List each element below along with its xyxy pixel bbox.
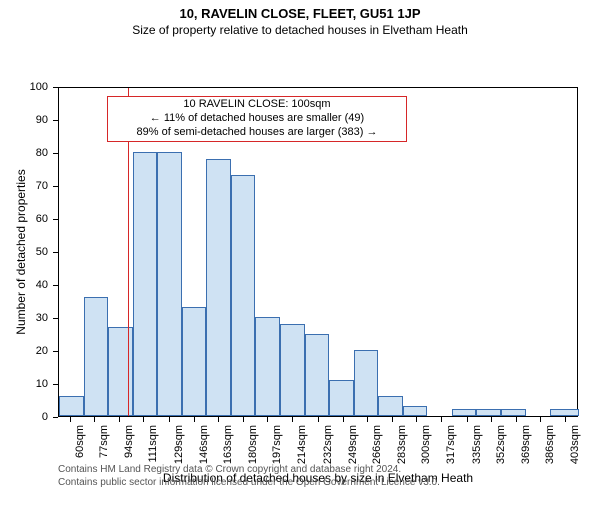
histogram-bar	[182, 307, 207, 416]
y-tick-mark	[53, 87, 58, 88]
x-tick-mark	[143, 417, 144, 422]
chart-title-line2: Size of property relative to detached ho…	[0, 23, 600, 37]
x-tick-label: 317sqm	[445, 425, 457, 475]
y-tick-mark	[53, 153, 58, 154]
x-tick-mark	[267, 417, 268, 422]
x-tick-mark	[70, 417, 71, 422]
x-tick-mark	[392, 417, 393, 422]
x-tick-mark	[318, 417, 319, 422]
y-tick-label: 60	[0, 213, 48, 225]
y-tick-label: 50	[0, 246, 48, 258]
y-tick-label: 90	[0, 114, 48, 126]
plot-region: 10 RAVELIN CLOSE: 100sqm← 11% of detache…	[58, 87, 578, 417]
y-tick-label: 70	[0, 180, 48, 192]
x-tick-mark	[367, 417, 368, 422]
x-tick-mark	[194, 417, 195, 422]
x-tick-mark	[416, 417, 417, 422]
y-tick-label: 100	[0, 81, 48, 93]
footer-line-2: Contains public sector information licen…	[58, 477, 440, 490]
x-tick-label: 386sqm	[544, 425, 556, 475]
histogram-bar	[84, 297, 109, 416]
histogram-bar	[354, 350, 379, 416]
chart-title-line1: 10, RAVELIN CLOSE, FLEET, GU51 1JP	[0, 6, 600, 21]
histogram-bar	[157, 152, 182, 416]
x-tick-mark	[119, 417, 120, 422]
y-tick-label: 20	[0, 345, 48, 357]
annotation-line: 89% of semi-detached houses are larger (…	[112, 126, 402, 140]
annotation-line: ← 11% of detached houses are smaller (49…	[112, 112, 402, 126]
x-tick-label: 352sqm	[495, 425, 507, 475]
y-tick-label: 30	[0, 312, 48, 324]
y-tick-mark	[53, 219, 58, 220]
x-tick-mark	[467, 417, 468, 422]
x-tick-mark	[169, 417, 170, 422]
histogram-bar	[403, 406, 428, 416]
y-tick-mark	[53, 285, 58, 286]
y-tick-mark	[53, 120, 58, 121]
x-tick-mark	[491, 417, 492, 422]
annotation-line: 10 RAVELIN CLOSE: 100sqm	[112, 98, 402, 112]
histogram-bar	[378, 396, 403, 416]
x-tick-mark	[441, 417, 442, 422]
histogram-bar	[280, 324, 305, 416]
histogram-bar	[133, 152, 158, 416]
x-tick-mark	[516, 417, 517, 422]
y-tick-label: 10	[0, 378, 48, 390]
y-tick-mark	[53, 417, 58, 418]
histogram-bar	[501, 409, 526, 416]
y-tick-mark	[53, 318, 58, 319]
footer-line-1: Contains HM Land Registry data © Crown c…	[58, 464, 440, 477]
histogram-bar	[206, 159, 231, 416]
y-tick-mark	[53, 252, 58, 253]
histogram-bar	[476, 409, 501, 416]
x-tick-mark	[218, 417, 219, 422]
y-tick-label: 80	[0, 147, 48, 159]
histogram-bar	[550, 409, 579, 416]
y-tick-mark	[53, 384, 58, 385]
x-tick-mark	[243, 417, 244, 422]
x-tick-mark	[94, 417, 95, 422]
histogram-bar	[231, 175, 256, 416]
y-tick-mark	[53, 186, 58, 187]
x-tick-label: 335sqm	[471, 425, 483, 475]
histogram-bar	[255, 317, 280, 416]
annotation-box: 10 RAVELIN CLOSE: 100sqm← 11% of detache…	[107, 96, 407, 142]
histogram-bar	[305, 334, 330, 417]
y-tick-label: 40	[0, 279, 48, 291]
x-tick-label: 403sqm	[569, 425, 581, 475]
y-tick-label: 0	[0, 411, 48, 423]
histogram-bar	[329, 380, 354, 416]
footer-attribution: Contains HM Land Registry data © Crown c…	[58, 464, 440, 489]
x-tick-mark	[343, 417, 344, 422]
x-tick-mark	[565, 417, 566, 422]
histogram-bar	[452, 409, 477, 416]
x-tick-mark	[540, 417, 541, 422]
x-tick-label: 369sqm	[520, 425, 532, 475]
y-tick-mark	[53, 351, 58, 352]
x-tick-mark	[292, 417, 293, 422]
histogram-bar	[59, 396, 84, 416]
